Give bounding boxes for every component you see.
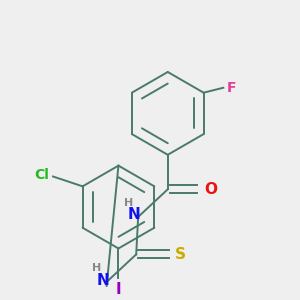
- Text: S: S: [175, 247, 186, 262]
- Text: I: I: [116, 282, 121, 297]
- Text: N: N: [128, 207, 141, 222]
- Text: H: H: [92, 263, 101, 273]
- Text: F: F: [226, 81, 236, 95]
- Text: O: O: [204, 182, 217, 197]
- Text: H: H: [124, 198, 133, 208]
- Text: N: N: [96, 272, 109, 287]
- Text: Cl: Cl: [34, 167, 49, 182]
